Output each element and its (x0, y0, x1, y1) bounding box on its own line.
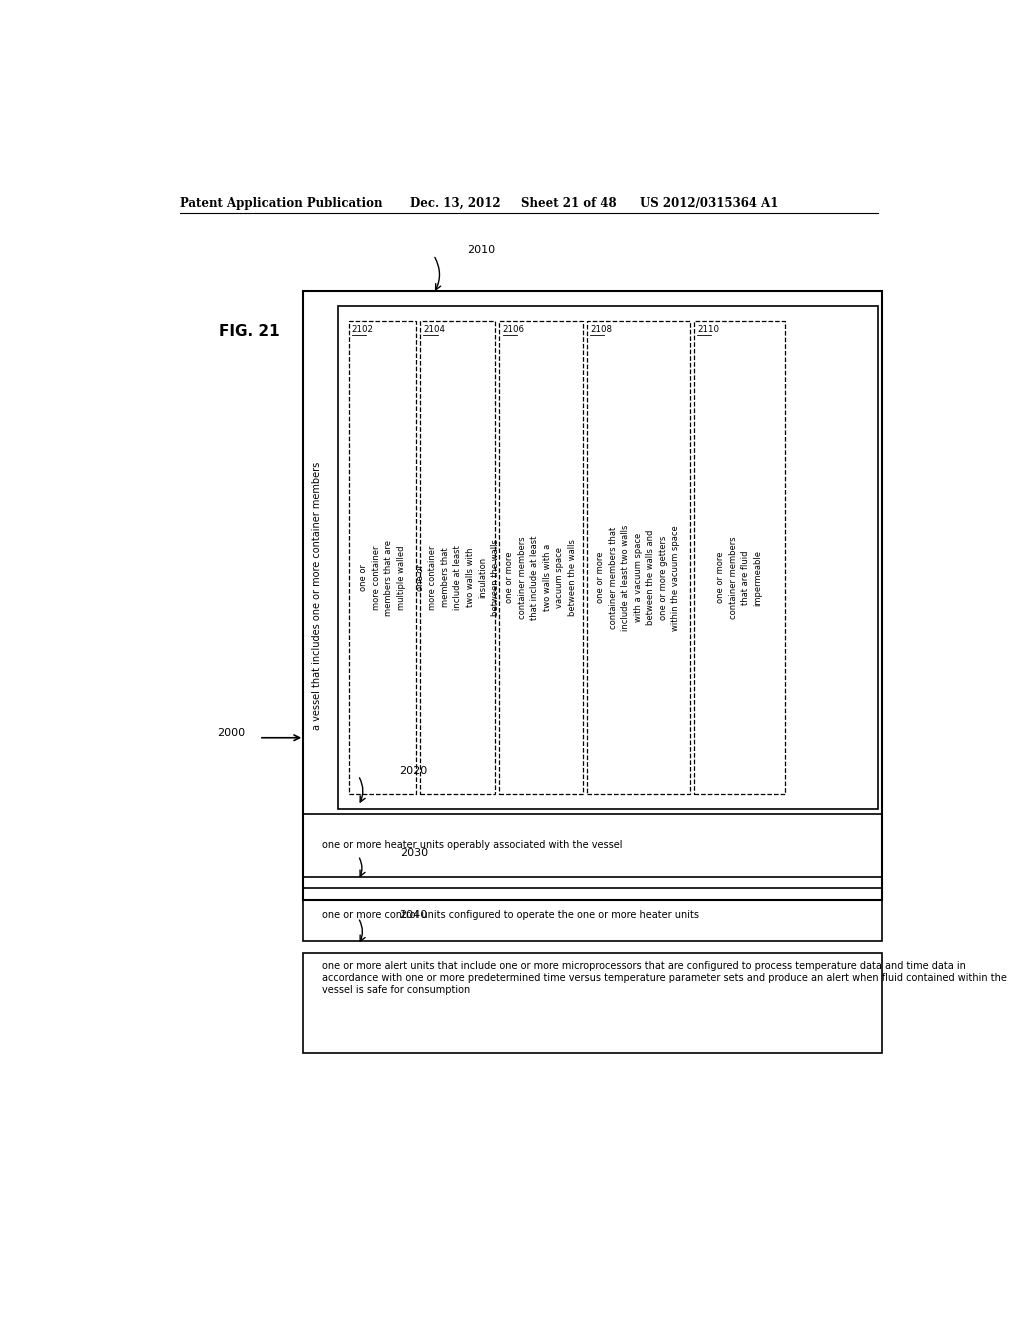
Text: US 2012/0315364 A1: US 2012/0315364 A1 (640, 197, 778, 210)
Text: one or more alert units that include one or more microprocessors that are config: one or more alert units that include one… (323, 961, 1008, 994)
Text: one or
more container
members that
include at least
two walls with
insulation
be: one or more container members that inclu… (416, 540, 500, 616)
Bar (587, 321, 690, 793)
Text: 2104: 2104 (423, 325, 445, 334)
Text: 2110: 2110 (697, 325, 719, 334)
Text: 2000: 2000 (217, 727, 246, 738)
Bar (303, 290, 882, 900)
Text: 2102: 2102 (352, 325, 374, 334)
Bar (694, 321, 785, 793)
Text: 2020: 2020 (399, 767, 428, 776)
Bar (348, 321, 416, 793)
Text: one or more
container members
that include at least
two walls with a
vacuum spac: one or more container members that inclu… (505, 536, 577, 620)
Text: Dec. 13, 2012: Dec. 13, 2012 (410, 197, 501, 210)
Bar (303, 888, 882, 941)
Bar (303, 953, 882, 1053)
Text: 2040: 2040 (399, 909, 428, 920)
Text: Sheet 21 of 48: Sheet 21 of 48 (521, 197, 616, 210)
Text: 2106: 2106 (503, 325, 524, 334)
Text: one or more control units configured to operate the one or more heater units: one or more control units configured to … (323, 909, 699, 920)
Text: FIG. 21: FIG. 21 (219, 323, 280, 339)
Text: one or more
container members
that are fluid
impermeable: one or more container members that are f… (716, 536, 763, 619)
Text: one or
more container
members that are
multiple walled: one or more container members that are m… (359, 540, 406, 615)
Text: 2108: 2108 (590, 325, 612, 334)
Text: one or more
container members that
include at least two walls
with a vacuum spac: one or more container members that inclu… (596, 524, 680, 631)
Text: a vessel that includes one or more container members: a vessel that includes one or more conta… (312, 461, 323, 730)
Bar (303, 814, 882, 876)
Text: 2030: 2030 (399, 847, 428, 858)
Bar (500, 321, 583, 793)
Bar (420, 321, 496, 793)
Bar (338, 306, 878, 809)
Text: one or more heater units operably associated with the vessel: one or more heater units operably associ… (323, 841, 623, 850)
Text: 2010: 2010 (467, 246, 496, 255)
Text: Patent Application Publication: Patent Application Publication (179, 197, 382, 210)
